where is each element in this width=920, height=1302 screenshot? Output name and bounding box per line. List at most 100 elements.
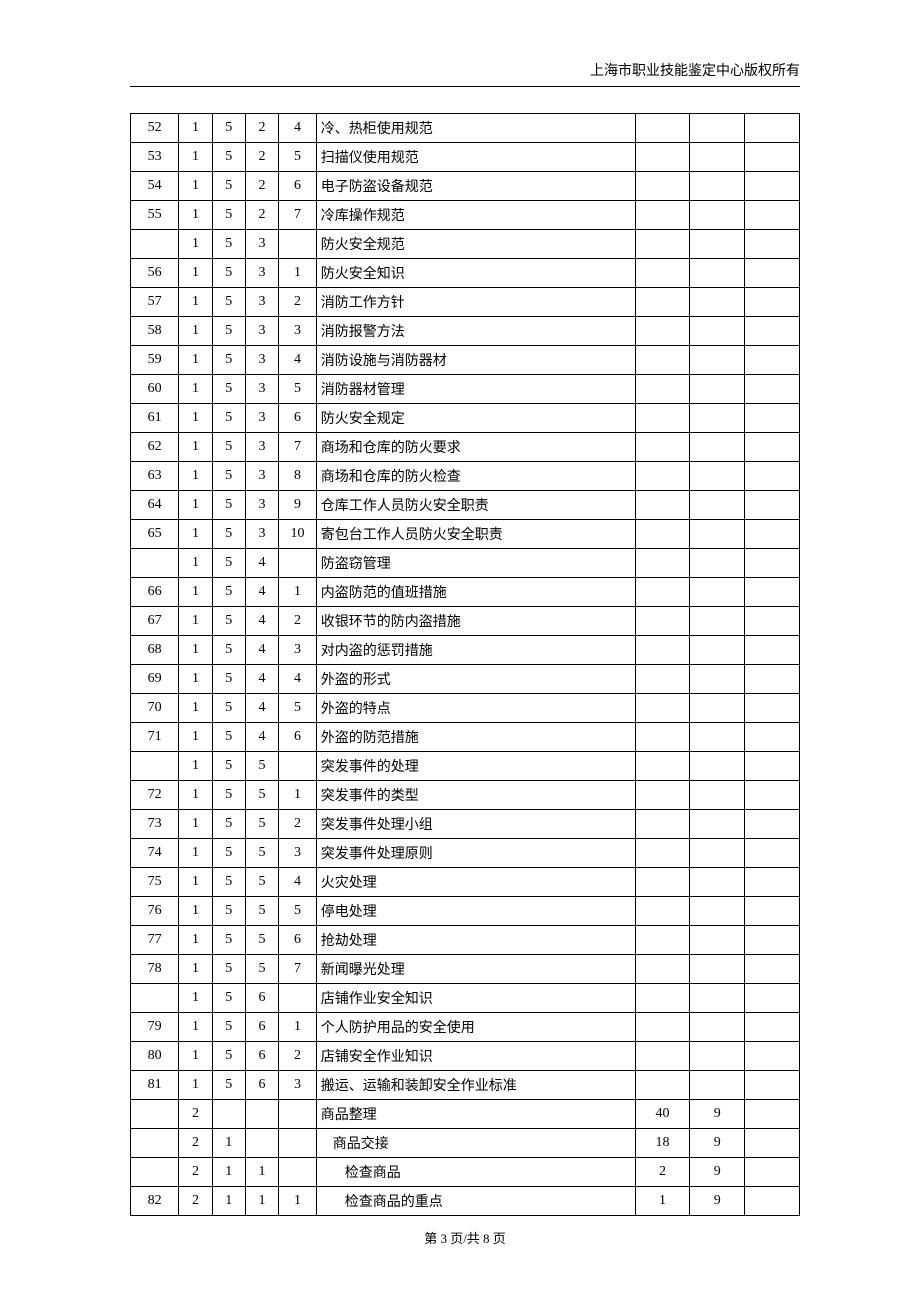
table-cell [279, 549, 317, 578]
table-cell: 5 [212, 781, 245, 810]
table-cell [279, 230, 317, 259]
table-cell [635, 897, 690, 926]
table-cell: 1 [179, 868, 212, 897]
table-cell [690, 781, 745, 810]
table-cell [131, 1129, 179, 1158]
table-cell: 商品交接 [316, 1129, 635, 1158]
table-cell: 4 [279, 868, 317, 897]
table-cell [635, 607, 690, 636]
table-cell [131, 1158, 179, 1187]
table-cell [690, 491, 745, 520]
table-cell: 5 [245, 781, 278, 810]
table-row: 155突发事件的处理 [131, 752, 800, 781]
table-cell: 个人防护用品的安全使用 [316, 1013, 635, 1042]
table-cell [635, 984, 690, 1013]
table-cell: 5 [212, 897, 245, 926]
table-cell: 商场和仓库的防火检查 [316, 462, 635, 491]
table-cell: 1 [279, 1187, 317, 1216]
table-row: 771556抢劫处理 [131, 926, 800, 955]
table-cell: 3 [245, 491, 278, 520]
table-cell [279, 1129, 317, 1158]
table-cell: 火灾处理 [316, 868, 635, 897]
table-cell: 1 [179, 1042, 212, 1071]
table-cell: 3 [245, 288, 278, 317]
table-cell [745, 1013, 800, 1042]
table-cell: 67 [131, 607, 179, 636]
table-row: 761555停电处理 [131, 897, 800, 926]
table-cell: 5 [212, 143, 245, 172]
table-cell [635, 752, 690, 781]
table-cell: 52 [131, 114, 179, 143]
table-cell: 1 [179, 926, 212, 955]
table-cell: 3 [245, 317, 278, 346]
table-cell [635, 549, 690, 578]
table-cell: 1 [179, 781, 212, 810]
content-table: 521524冷、热柜使用规范531525扫描仪使用规范541526电子防盗设备规… [130, 113, 800, 1216]
table-cell [690, 1071, 745, 1100]
table-cell: 9 [690, 1100, 745, 1129]
table-cell [635, 114, 690, 143]
table-cell [131, 1100, 179, 1129]
table-cell: 5 [212, 201, 245, 230]
table-cell [279, 1100, 317, 1129]
table-cell: 5 [212, 752, 245, 781]
table-cell [745, 317, 800, 346]
table-cell: 扫描仪使用规范 [316, 143, 635, 172]
table-cell: 2 [245, 172, 278, 201]
table-cell: 80 [131, 1042, 179, 1071]
table-cell: 防盗窃管理 [316, 549, 635, 578]
table-row: 741553突发事件处理原则 [131, 839, 800, 868]
table-cell: 突发事件处理原则 [316, 839, 635, 868]
table-cell [690, 984, 745, 1013]
table-cell: 外盗的形式 [316, 665, 635, 694]
table-cell: 81 [131, 1071, 179, 1100]
table-cell [745, 288, 800, 317]
table-cell [745, 520, 800, 549]
table-cell [635, 462, 690, 491]
table-cell [690, 259, 745, 288]
table-cell: 77 [131, 926, 179, 955]
table-cell [635, 810, 690, 839]
table-cell [635, 868, 690, 897]
table-cell: 5 [212, 520, 245, 549]
table-cell [690, 897, 745, 926]
table-row: 631538商场和仓库的防火检查 [131, 462, 800, 491]
table-cell: 防火安全规定 [316, 404, 635, 433]
table-cell: 55 [131, 201, 179, 230]
table-cell: 5 [212, 694, 245, 723]
table-cell: 4 [279, 665, 317, 694]
table-row: 721551突发事件的类型 [131, 781, 800, 810]
table-cell [690, 201, 745, 230]
table-cell [635, 839, 690, 868]
table-cell: 1 [179, 810, 212, 839]
table-cell: 53 [131, 143, 179, 172]
table-cell: 1 [179, 984, 212, 1013]
table-row: 156店铺作业安全知识 [131, 984, 800, 1013]
table-cell [635, 259, 690, 288]
table-cell [690, 694, 745, 723]
table-cell: 5 [212, 317, 245, 346]
table-cell: 63 [131, 462, 179, 491]
table-cell: 66 [131, 578, 179, 607]
table-cell: 6 [245, 1071, 278, 1100]
table-cell: 5 [212, 172, 245, 201]
table-cell: 5 [212, 375, 245, 404]
table-cell [690, 723, 745, 752]
table-cell: 5 [212, 636, 245, 665]
table-cell: 店铺安全作业知识 [316, 1042, 635, 1071]
table-cell: 5 [279, 375, 317, 404]
table-cell: 1 [179, 462, 212, 491]
table-cell: 1 [179, 317, 212, 346]
table-cell: 4 [245, 636, 278, 665]
table-cell: 3 [279, 317, 317, 346]
table-cell: 1 [179, 723, 212, 752]
table-cell: 65 [131, 520, 179, 549]
table-cell: 9 [690, 1129, 745, 1158]
table-cell: 1 [179, 404, 212, 433]
table-cell: 6 [279, 404, 317, 433]
table-cell: 1 [212, 1187, 245, 1216]
table-cell: 78 [131, 955, 179, 984]
table-cell [745, 781, 800, 810]
table-cell: 1 [179, 346, 212, 375]
table-cell: 5 [245, 810, 278, 839]
